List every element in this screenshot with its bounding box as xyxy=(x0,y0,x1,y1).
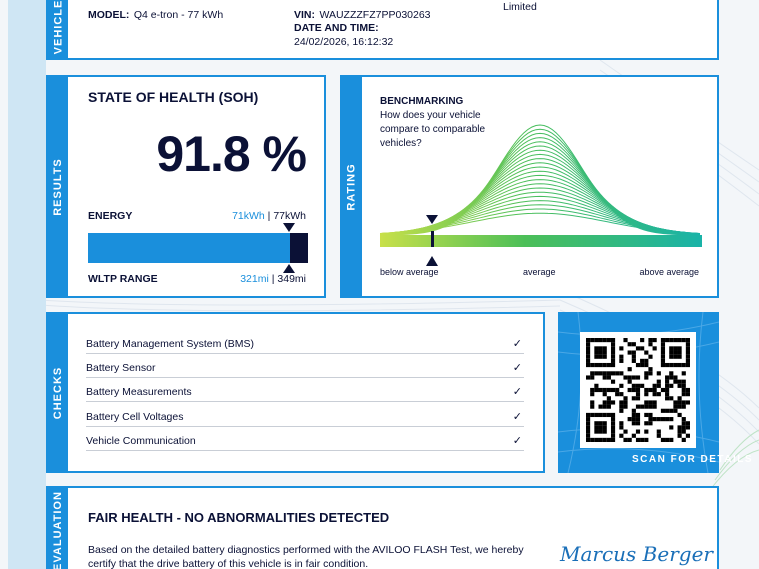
range-current: 321mi xyxy=(240,273,269,285)
check-label: Battery Sensor xyxy=(86,361,156,374)
left-strip xyxy=(8,0,46,569)
benchmark-title: BENCHMARKING xyxy=(380,96,464,107)
benchmark-curve-line xyxy=(380,204,701,235)
check-icon: ✓ xyxy=(512,386,522,398)
signature: Marcus Berger xyxy=(560,542,713,566)
model-label: MODEL: xyxy=(88,9,130,21)
energy-label: ENERGY xyxy=(88,210,133,222)
benchmark-curve-line xyxy=(380,200,701,234)
soh-value: 91.8 % xyxy=(156,126,307,182)
check-row: Battery Sensor ✓ xyxy=(86,354,524,378)
check-label: Battery Measurements xyxy=(86,385,192,398)
benchmark-curve-line xyxy=(380,124,700,236)
rating-tab: RATING xyxy=(342,77,362,296)
check-row: Battery Cell Voltages ✓ xyxy=(86,403,524,427)
check-icon: ✓ xyxy=(512,435,522,447)
checks-tab-label: CHECKS xyxy=(52,366,65,419)
soh-title: STATE OF HEALTH (SOH) xyxy=(88,89,259,105)
model-row: MODEL: Q4 e-tron - 77 kWh xyxy=(88,5,223,23)
qr-code[interactable] xyxy=(580,332,696,448)
bar-marker-bottom xyxy=(283,264,295,273)
checks-card: CHECKS Battery Management System (BMS) ✓ … xyxy=(46,312,545,473)
vin-label: VIN: xyxy=(294,9,315,21)
qr-label: SCAN FOR DETAILS xyxy=(632,454,753,465)
results-tab-label: RESULTS xyxy=(52,157,64,216)
results-tab: RESULTS xyxy=(48,77,68,296)
check-row: Battery Measurements ✓ xyxy=(86,378,524,402)
soh-bar-fill xyxy=(88,233,290,263)
vehicle-tab: VEHICLE xyxy=(48,0,68,58)
benchmark-curve-line xyxy=(380,212,701,235)
evaluation-text-2: certify that the drive battery of this v… xyxy=(88,558,369,569)
range-values: 321mi | 349mi xyxy=(240,273,306,285)
check-label: Vehicle Communication xyxy=(86,434,196,447)
date-value: 24/02/2026, 16:12:32 xyxy=(294,36,394,48)
range-max: 349mi xyxy=(277,273,306,285)
evaluation-text-1: Based on the detailed battery diagnostic… xyxy=(88,544,524,556)
check-label: Battery Cell Voltages xyxy=(86,410,184,423)
check-label: Battery Management System (BMS) xyxy=(86,337,255,350)
qr-code-graphic xyxy=(586,338,690,442)
qr-label-text: SCAN FOR DETAILS xyxy=(632,454,754,465)
benchmark-curve-line xyxy=(380,208,701,235)
energy-current: 71kWh xyxy=(232,210,265,222)
date-label: DATE AND TIME: xyxy=(294,22,379,34)
checks-tab: CHECKS xyxy=(48,314,68,471)
qr-card[interactable]: SCAN FOR DETAILS xyxy=(558,312,752,473)
results-card: RESULTS STATE OF HEALTH (SOH) 91.8 % ENE… xyxy=(46,75,326,298)
check-row: Battery Management System (BMS) ✓ xyxy=(86,330,524,354)
evaluation-card: EVALUATION FAIR HEALTH - NO ABNORMALITIE… xyxy=(46,486,719,569)
energy-values: 71kWh | 77kWh xyxy=(232,210,306,222)
benchmark-curve-line xyxy=(380,195,701,235)
benchmark-marker xyxy=(426,215,438,266)
evaluation-title: FAIR HEALTH - NO ABNORMALITIES DETECTED xyxy=(88,510,390,525)
vin-value: WAUZZZFZ7PP030263 xyxy=(319,9,431,21)
vin-row: VIN: WAUZZZFZ7PP030263 xyxy=(294,5,431,23)
rating-card: RATING BENCHMARKING How does your vehicl… xyxy=(340,75,719,298)
vehicle-tab-label: VEHICLE xyxy=(52,0,64,55)
vehicle-card: VEHICLE MODEL: Q4 e-tron - 77 kWh VIN: W… xyxy=(46,0,719,60)
label-above-average: above average xyxy=(639,267,699,277)
benchmark-curve xyxy=(380,124,702,247)
model-value: Q4 e-tron - 77 kWh xyxy=(133,9,224,21)
soh-bar xyxy=(88,233,308,263)
evaluation-tab: EVALUATION xyxy=(48,488,68,569)
check-icon: ✓ xyxy=(512,362,522,374)
benchmark-subtitle: How does your vehicle compare to compara… xyxy=(380,110,486,149)
bar-marker-top xyxy=(283,223,295,232)
range-label: WLTP RANGE xyxy=(88,273,158,285)
evaluation-tab-label: EVALUATION xyxy=(52,491,64,569)
label-below-average: below average xyxy=(380,267,439,277)
check-icon: ✓ xyxy=(512,411,522,423)
label-average: average xyxy=(523,267,556,277)
check-icon: ✓ xyxy=(512,338,522,350)
range-sep: | xyxy=(268,273,278,285)
rating-tab-label: RATING xyxy=(346,162,359,211)
energy-max: 77kWh xyxy=(273,210,306,222)
vehicle-right-value: Limited xyxy=(503,1,537,13)
energy-sep: | xyxy=(264,210,274,222)
check-row: Vehicle Communication ✓ xyxy=(86,427,524,451)
benchmark-curve-line xyxy=(380,128,701,236)
